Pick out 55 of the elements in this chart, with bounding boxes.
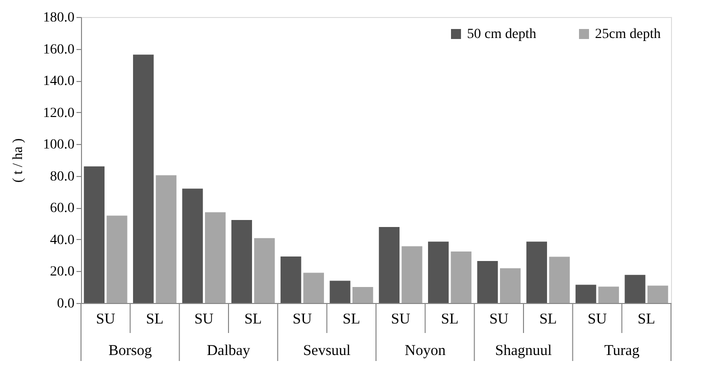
bar [231, 220, 252, 303]
x-tick-label: SL [638, 312, 656, 328]
y-tick-label: 100.0 [43, 138, 74, 153]
bar [549, 256, 570, 303]
bar [402, 246, 422, 303]
bar [280, 256, 302, 303]
text: Sevsuul [303, 343, 351, 359]
bar [254, 238, 275, 303]
bar [352, 286, 374, 303]
y-tick-label: 80.0 [50, 169, 74, 184]
text: Turag [604, 343, 640, 359]
bar [303, 272, 324, 303]
text: Dalbay [206, 343, 251, 359]
y-tick-label: 20.0 [50, 264, 74, 280]
text: Borsog [108, 343, 152, 359]
bar [598, 286, 619, 303]
x-tick-label: SU [390, 312, 410, 328]
x-tick-label: SU [96, 312, 116, 328]
y-axis-title: ( t / ha ) [11, 138, 26, 183]
y-tick-label: 140.0 [43, 74, 74, 90]
y-tick-label: 60.0 [50, 201, 74, 216]
bar [526, 242, 548, 303]
y-tick-label: 0.0 [57, 296, 74, 312]
bar [500, 268, 521, 303]
text: Noyon [404, 343, 446, 359]
bar [647, 286, 668, 303]
y-tick-label: 180.0 [43, 10, 74, 26]
x-tick-label: SL [539, 312, 557, 328]
text: Shagnuul [495, 343, 552, 359]
y-tick-label: 40.0 [50, 232, 74, 248]
x-tick-label: SL [440, 312, 459, 328]
bar [182, 188, 203, 303]
bar [477, 261, 498, 303]
legend-label: 50 cm depth [467, 27, 536, 42]
bar [330, 280, 350, 303]
x-tick-label: SL [244, 312, 262, 328]
x-tick-label: SU [489, 312, 509, 328]
y-tick-label: 120.0 [43, 106, 74, 121]
x-tick-label: SL [146, 312, 164, 328]
bar [450, 252, 472, 303]
bar [624, 274, 646, 303]
y-tick-label: 160.0 [43, 42, 74, 58]
x-tick-label: SU [292, 312, 312, 328]
bar [576, 284, 596, 303]
legend-label: 25cm depth [595, 27, 661, 42]
x-tick-label: SL [342, 312, 360, 328]
bar [156, 175, 176, 303]
x-tick-label: SU [588, 312, 607, 328]
bar [204, 212, 226, 303]
bar [378, 227, 400, 303]
bar [84, 166, 105, 303]
bar [106, 216, 128, 303]
bar [428, 242, 449, 303]
bar [133, 54, 154, 303]
x-tick-label: SU [194, 312, 214, 328]
